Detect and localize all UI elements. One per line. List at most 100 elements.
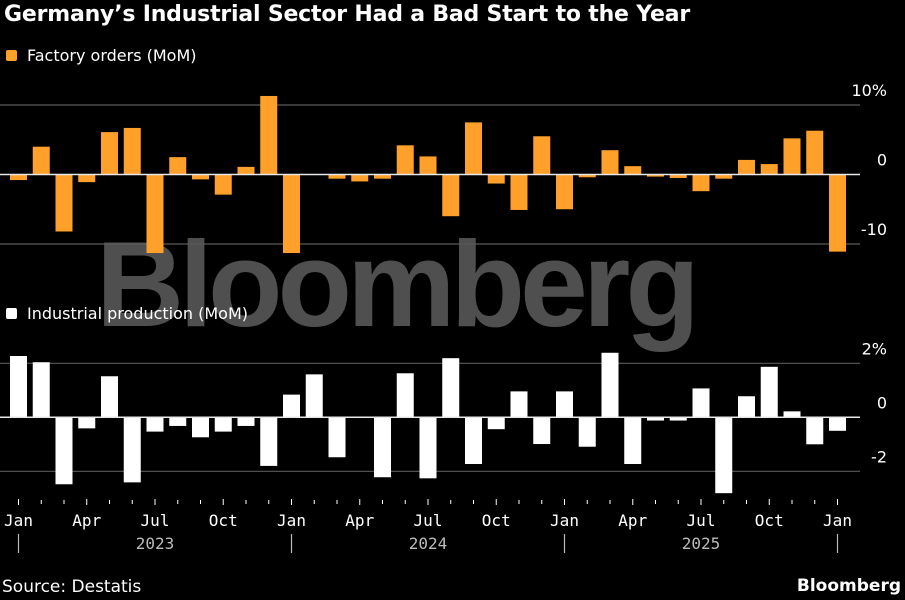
y-tick-label: 2%: [862, 339, 887, 358]
bar: [237, 417, 255, 426]
bar: [829, 174, 846, 252]
bar: [738, 159, 755, 175]
bar: [578, 417, 596, 447]
bar: [601, 150, 619, 175]
bar: [146, 417, 164, 432]
bar: [487, 417, 505, 430]
x-tick-label: Oct: [209, 511, 238, 530]
bar: [214, 174, 232, 195]
bar: [647, 174, 664, 177]
bar: [10, 356, 27, 418]
bar: [169, 417, 187, 426]
bar: [419, 156, 437, 175]
legend-label-orders: Factory orders (MoM): [27, 46, 197, 65]
bar: [465, 122, 482, 175]
bar: [396, 373, 414, 418]
x-tick-label: Oct: [755, 511, 784, 530]
bar: [283, 174, 300, 254]
source-note: Source: Destatis: [2, 577, 142, 597]
x-tick-label: Apr: [618, 511, 647, 530]
bar: [442, 174, 460, 217]
bar: [32, 362, 50, 418]
y-tick-label: 0: [877, 393, 887, 412]
x-tick-label: Apr: [345, 511, 374, 530]
bar: [487, 174, 505, 184]
bar: [783, 138, 801, 175]
x-tick-label: Jul: [414, 511, 443, 530]
legend-label-production: Industrial production (MoM): [27, 304, 249, 323]
bar: [715, 174, 733, 179]
bar: [556, 391, 573, 418]
bar: [101, 376, 118, 418]
x-tick-label: Jan: [4, 511, 33, 530]
bar: [123, 417, 141, 483]
bar: [55, 174, 73, 232]
bar: [328, 417, 346, 458]
bar: [283, 394, 300, 418]
bar: [419, 417, 437, 479]
bar: [624, 166, 642, 175]
x-tick-label: Jan: [277, 511, 306, 530]
bar: [374, 417, 391, 478]
x-tick-label: Apr: [72, 511, 101, 530]
bar: [214, 417, 232, 432]
bar: [760, 366, 778, 418]
bar: [260, 95, 278, 175]
y-tick-label: -2: [871, 447, 887, 466]
bloomberg-logo: Bloomberg: [796, 576, 901, 596]
bar: [783, 411, 801, 418]
bar: [123, 127, 141, 175]
bar: [305, 374, 323, 418]
bar: [829, 417, 846, 431]
bar: [260, 417, 278, 466]
bar: [669, 174, 687, 178]
bar: [55, 417, 73, 485]
bar: [624, 417, 642, 465]
y-tick-label: 0: [877, 151, 887, 170]
bar: [806, 417, 824, 445]
bar: [32, 146, 50, 175]
x-tick-label: Jul: [687, 511, 716, 530]
bar: [237, 166, 255, 175]
bar: [510, 391, 528, 418]
legend-factory-orders: Factory orders (MoM): [6, 46, 197, 65]
bar: [533, 136, 551, 175]
year-label: 2025: [682, 534, 721, 553]
y-tick-label: -10: [861, 220, 887, 239]
bar: [647, 417, 664, 421]
bar: [510, 174, 528, 210]
bar: [692, 174, 710, 192]
legend-industrial-production: Industrial production (MoM): [6, 304, 248, 323]
bar: [146, 174, 164, 254]
bar: [442, 358, 460, 418]
bar: [692, 388, 710, 418]
bar: [328, 174, 346, 179]
bar: [101, 132, 118, 175]
bar: [10, 174, 27, 181]
x-tick-label: Jul: [141, 511, 170, 530]
bar: [578, 174, 596, 178]
y-tick-label: 10%: [851, 81, 887, 100]
bar: [760, 164, 778, 175]
bar: [738, 396, 755, 418]
x-tick-label: Jan: [823, 511, 852, 530]
bar: [169, 157, 187, 175]
chart-title: Germany’s Industrial Sector Had a Bad St…: [4, 2, 690, 27]
bar: [715, 417, 733, 494]
bar: [374, 174, 391, 179]
bar: [396, 145, 414, 175]
bar: [351, 174, 369, 182]
bar: [556, 174, 573, 210]
x-tick-label: Jan: [550, 511, 579, 530]
bar: [669, 417, 687, 421]
bar: [78, 417, 96, 429]
year-label: 2023: [136, 534, 175, 553]
bar: [465, 417, 482, 465]
legend-swatch-orders: [6, 50, 17, 61]
year-label: 2024: [409, 534, 448, 553]
bar: [601, 352, 619, 418]
bar: [806, 130, 824, 175]
legend-swatch-production: [6, 308, 17, 319]
x-tick-label: Oct: [482, 511, 511, 530]
bar: [533, 417, 551, 445]
